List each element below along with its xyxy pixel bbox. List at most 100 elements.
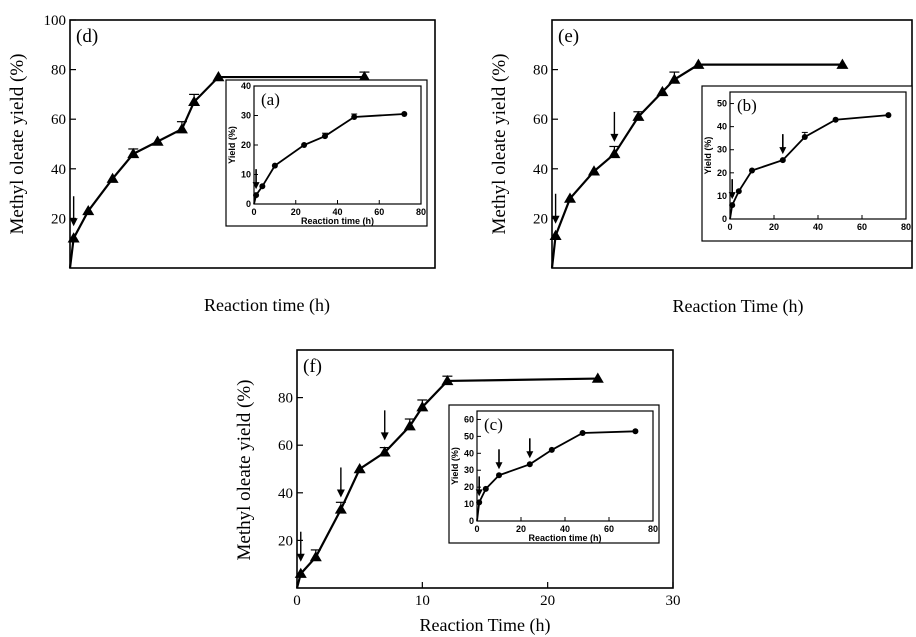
inset-arrow-head <box>495 462 503 470</box>
inset-frame <box>701 85 913 242</box>
inset-y-axis-label: Yield (%) <box>227 126 237 164</box>
inset-data-point <box>321 133 328 140</box>
inset-arrow-head <box>475 489 483 497</box>
x-axis-label: Reaction Time (h) <box>673 296 804 317</box>
inset-y-tick-label: 30 <box>241 111 251 121</box>
panel-d: 20 40 60 80 100 Methyl oleate yield (%) Reacti… <box>7 13 436 316</box>
inset-data-point <box>779 157 786 164</box>
y-axis-label: Methyl oleate yield (%) <box>489 54 510 235</box>
inset-x-tick-label: 60 <box>857 222 867 232</box>
inset-arrow-head <box>526 451 534 459</box>
inset-data-point <box>735 188 742 195</box>
inset-data-point <box>401 111 408 118</box>
data-point <box>564 192 576 203</box>
arrow-head <box>336 489 345 498</box>
y-tick-label: 20 <box>533 211 548 227</box>
data-point <box>836 58 849 69</box>
inset-x-tick-label: 0 <box>727 222 732 232</box>
data-point <box>106 172 119 183</box>
inset-x-tick-label: 20 <box>291 207 301 217</box>
inset-data-point <box>885 112 892 119</box>
inset-data-point <box>253 192 260 199</box>
panel-label: (e) <box>558 26 579 47</box>
data-point <box>151 135 164 146</box>
data-point <box>175 123 188 134</box>
inset-x-tick-label: 40 <box>332 207 342 217</box>
inset-y-tick-label: 40 <box>464 448 474 458</box>
y-tick-label: 80 <box>533 63 548 79</box>
data-point <box>127 147 140 159</box>
series-line <box>295 377 598 589</box>
inset-data-point <box>548 446 555 453</box>
data-point <box>441 374 454 386</box>
inset-y-tick-label: 20 <box>241 140 251 150</box>
inset-y-tick-label: 20 <box>717 168 727 178</box>
inset-label: (a) <box>261 90 280 109</box>
inset-data-point <box>301 142 308 148</box>
y-tick-label: 80 <box>51 63 66 79</box>
panel-label: (d) <box>76 26 98 47</box>
x-axis-label: Reaction time (h) <box>204 295 330 316</box>
inset-x-tick-label: 40 <box>560 524 570 534</box>
inset-data-point <box>351 113 358 120</box>
inset-y-tick-label: 50 <box>717 99 727 109</box>
inset-y-tick-label: 50 <box>464 431 474 441</box>
inset-y-tick-label: 20 <box>464 482 474 492</box>
data-point <box>309 551 322 562</box>
plot-frame <box>69 19 436 269</box>
data-point <box>67 232 80 243</box>
y-tick-label: 60 <box>533 112 548 128</box>
inset-data-point <box>482 485 489 492</box>
y-tick-label: 100 <box>44 13 67 29</box>
inset-x-tick-label: 40 <box>813 222 823 232</box>
inset-data-point <box>729 202 736 209</box>
inset-x-tick-label: 80 <box>416 207 426 217</box>
y-tick-label: 60 <box>51 112 66 128</box>
inset-arrow-head <box>728 192 736 200</box>
data-point <box>294 567 307 578</box>
x-tick-label: 10 <box>415 593 430 609</box>
y-tick-label: 40 <box>278 486 293 502</box>
inset-x-tick-label: 20 <box>769 222 779 232</box>
data-point <box>188 95 201 107</box>
data-point <box>591 372 604 383</box>
inset-y-tick-label: 0 <box>722 214 727 224</box>
inset-f: 0 10 20 30 40 50 60 0 20 40 60 80 Reaction time (h) Y… <box>448 404 660 544</box>
inset-y-tick-label: 0 <box>246 199 251 209</box>
series-line <box>550 63 843 269</box>
inset-data-point <box>632 428 639 435</box>
arrow-head <box>69 218 78 227</box>
series-line <box>68 75 365 269</box>
inset-x-tick-label: 20 <box>516 524 526 534</box>
inset-data-point <box>749 167 755 174</box>
y-axis-label: Methyl oleate yield (%) <box>234 380 255 561</box>
data-point <box>588 165 600 176</box>
y-tick-label: 20 <box>278 533 293 549</box>
y-axis-label: Methyl oleate yield (%) <box>7 54 28 235</box>
inset-y-tick-label: 10 <box>717 191 727 201</box>
inset-x-tick-label: 0 <box>474 524 479 534</box>
data-point <box>334 503 347 514</box>
data-point <box>212 71 225 82</box>
arrow-head <box>380 432 389 441</box>
x-tick-label: 0 <box>293 593 301 609</box>
data-point <box>82 204 95 216</box>
inset-x-axis-label: Reaction time (h) <box>301 216 374 226</box>
inset-y-tick-label: 40 <box>717 122 727 132</box>
data-point <box>608 147 621 159</box>
inset-y-tick-label: 30 <box>464 465 474 475</box>
inset-arrow-head <box>252 182 260 190</box>
data-point <box>668 73 681 84</box>
inset-data-point <box>801 134 808 141</box>
plot-frame <box>296 349 674 589</box>
data-point <box>403 420 416 431</box>
y-tick-label: 40 <box>533 162 548 178</box>
data-point <box>632 110 645 121</box>
inset-data-point <box>496 472 502 479</box>
inset-y-axis-label: Yield (%) <box>450 447 460 485</box>
inset-frame <box>448 404 660 544</box>
inset-x-axis-label: Reaction time (h) <box>528 533 601 543</box>
x-tick-label: 30 <box>666 593 681 609</box>
inset-y-tick-label: 60 <box>464 414 474 424</box>
